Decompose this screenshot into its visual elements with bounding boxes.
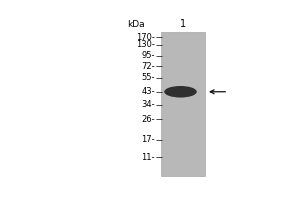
Text: 26-: 26- — [141, 115, 155, 124]
Text: 11-: 11- — [141, 153, 155, 162]
Text: 72-: 72- — [141, 62, 155, 71]
Text: 130-: 130- — [136, 40, 155, 49]
Text: kDa: kDa — [127, 20, 145, 29]
Text: 95-: 95- — [141, 51, 155, 60]
Text: 55-: 55- — [141, 73, 155, 82]
Text: 34-: 34- — [141, 100, 155, 109]
Text: 43-: 43- — [141, 87, 155, 96]
Text: 170-: 170- — [136, 33, 155, 42]
Bar — [161, 32, 205, 176]
Text: 1: 1 — [180, 19, 186, 29]
Text: 17-: 17- — [141, 135, 155, 144]
Ellipse shape — [164, 86, 197, 98]
